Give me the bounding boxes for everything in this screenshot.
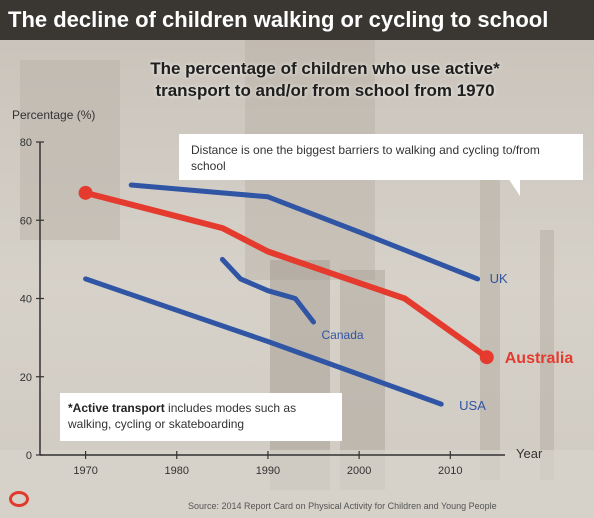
footnote-text: includes modes such as walking, cycling …	[68, 401, 297, 431]
series-start-point-australia	[78, 185, 93, 200]
series-label-uk: UK	[490, 271, 508, 286]
x-tick-label: 2010	[438, 465, 462, 477]
y-tick-label: 40	[20, 294, 32, 306]
source-note: Source: 2014 Report Card on Physical Act…	[188, 501, 497, 511]
callout-box: Distance is one the biggest barriers to …	[179, 134, 583, 180]
callout-tail	[508, 178, 520, 196]
series-line-uk	[128, 182, 481, 282]
series-line-canada	[219, 256, 316, 325]
chart-title: The percentage of children who use activ…	[150, 59, 500, 100]
series-end-point-australia	[479, 350, 494, 365]
series-label-australia: Australia	[505, 350, 574, 367]
callout-text: Distance is one the biggest barriers to …	[191, 143, 540, 173]
x-axis-label: Year	[516, 446, 543, 461]
x-tick-label: 1980	[165, 465, 189, 477]
chart-text: Percentage (%) Year UK Australia Canada USA	[12, 108, 573, 461]
x-tick-label: 1970	[73, 465, 97, 477]
x-tick-label: 2000	[347, 465, 371, 477]
page-title: The decline of children walking or cycli…	[8, 7, 549, 32]
y-tick-label: 60	[20, 215, 32, 227]
header-bar: The decline of children walking or cycli…	[0, 0, 594, 40]
footnote-bold: *Active transport	[68, 401, 165, 415]
y-tick-label: 20	[20, 372, 32, 384]
y-tick-label: 80	[20, 137, 32, 149]
series-label-canada: Canada	[322, 328, 364, 342]
y-tick-label: 0	[26, 450, 32, 462]
footnote-box: *Active transport includes modes such as…	[60, 393, 342, 441]
series-line-usa	[83, 276, 444, 407]
y-axis-label: Percentage (%)	[12, 108, 95, 122]
series-line-australia	[82, 189, 490, 361]
chart-series	[78, 182, 494, 407]
x-tick-label: 1990	[256, 465, 280, 477]
chart-axes: 0 20 40 60 80 1970 1980 1990 2000 2010	[20, 137, 505, 477]
logo-icon	[9, 491, 29, 507]
series-label-usa: USA	[459, 398, 486, 413]
